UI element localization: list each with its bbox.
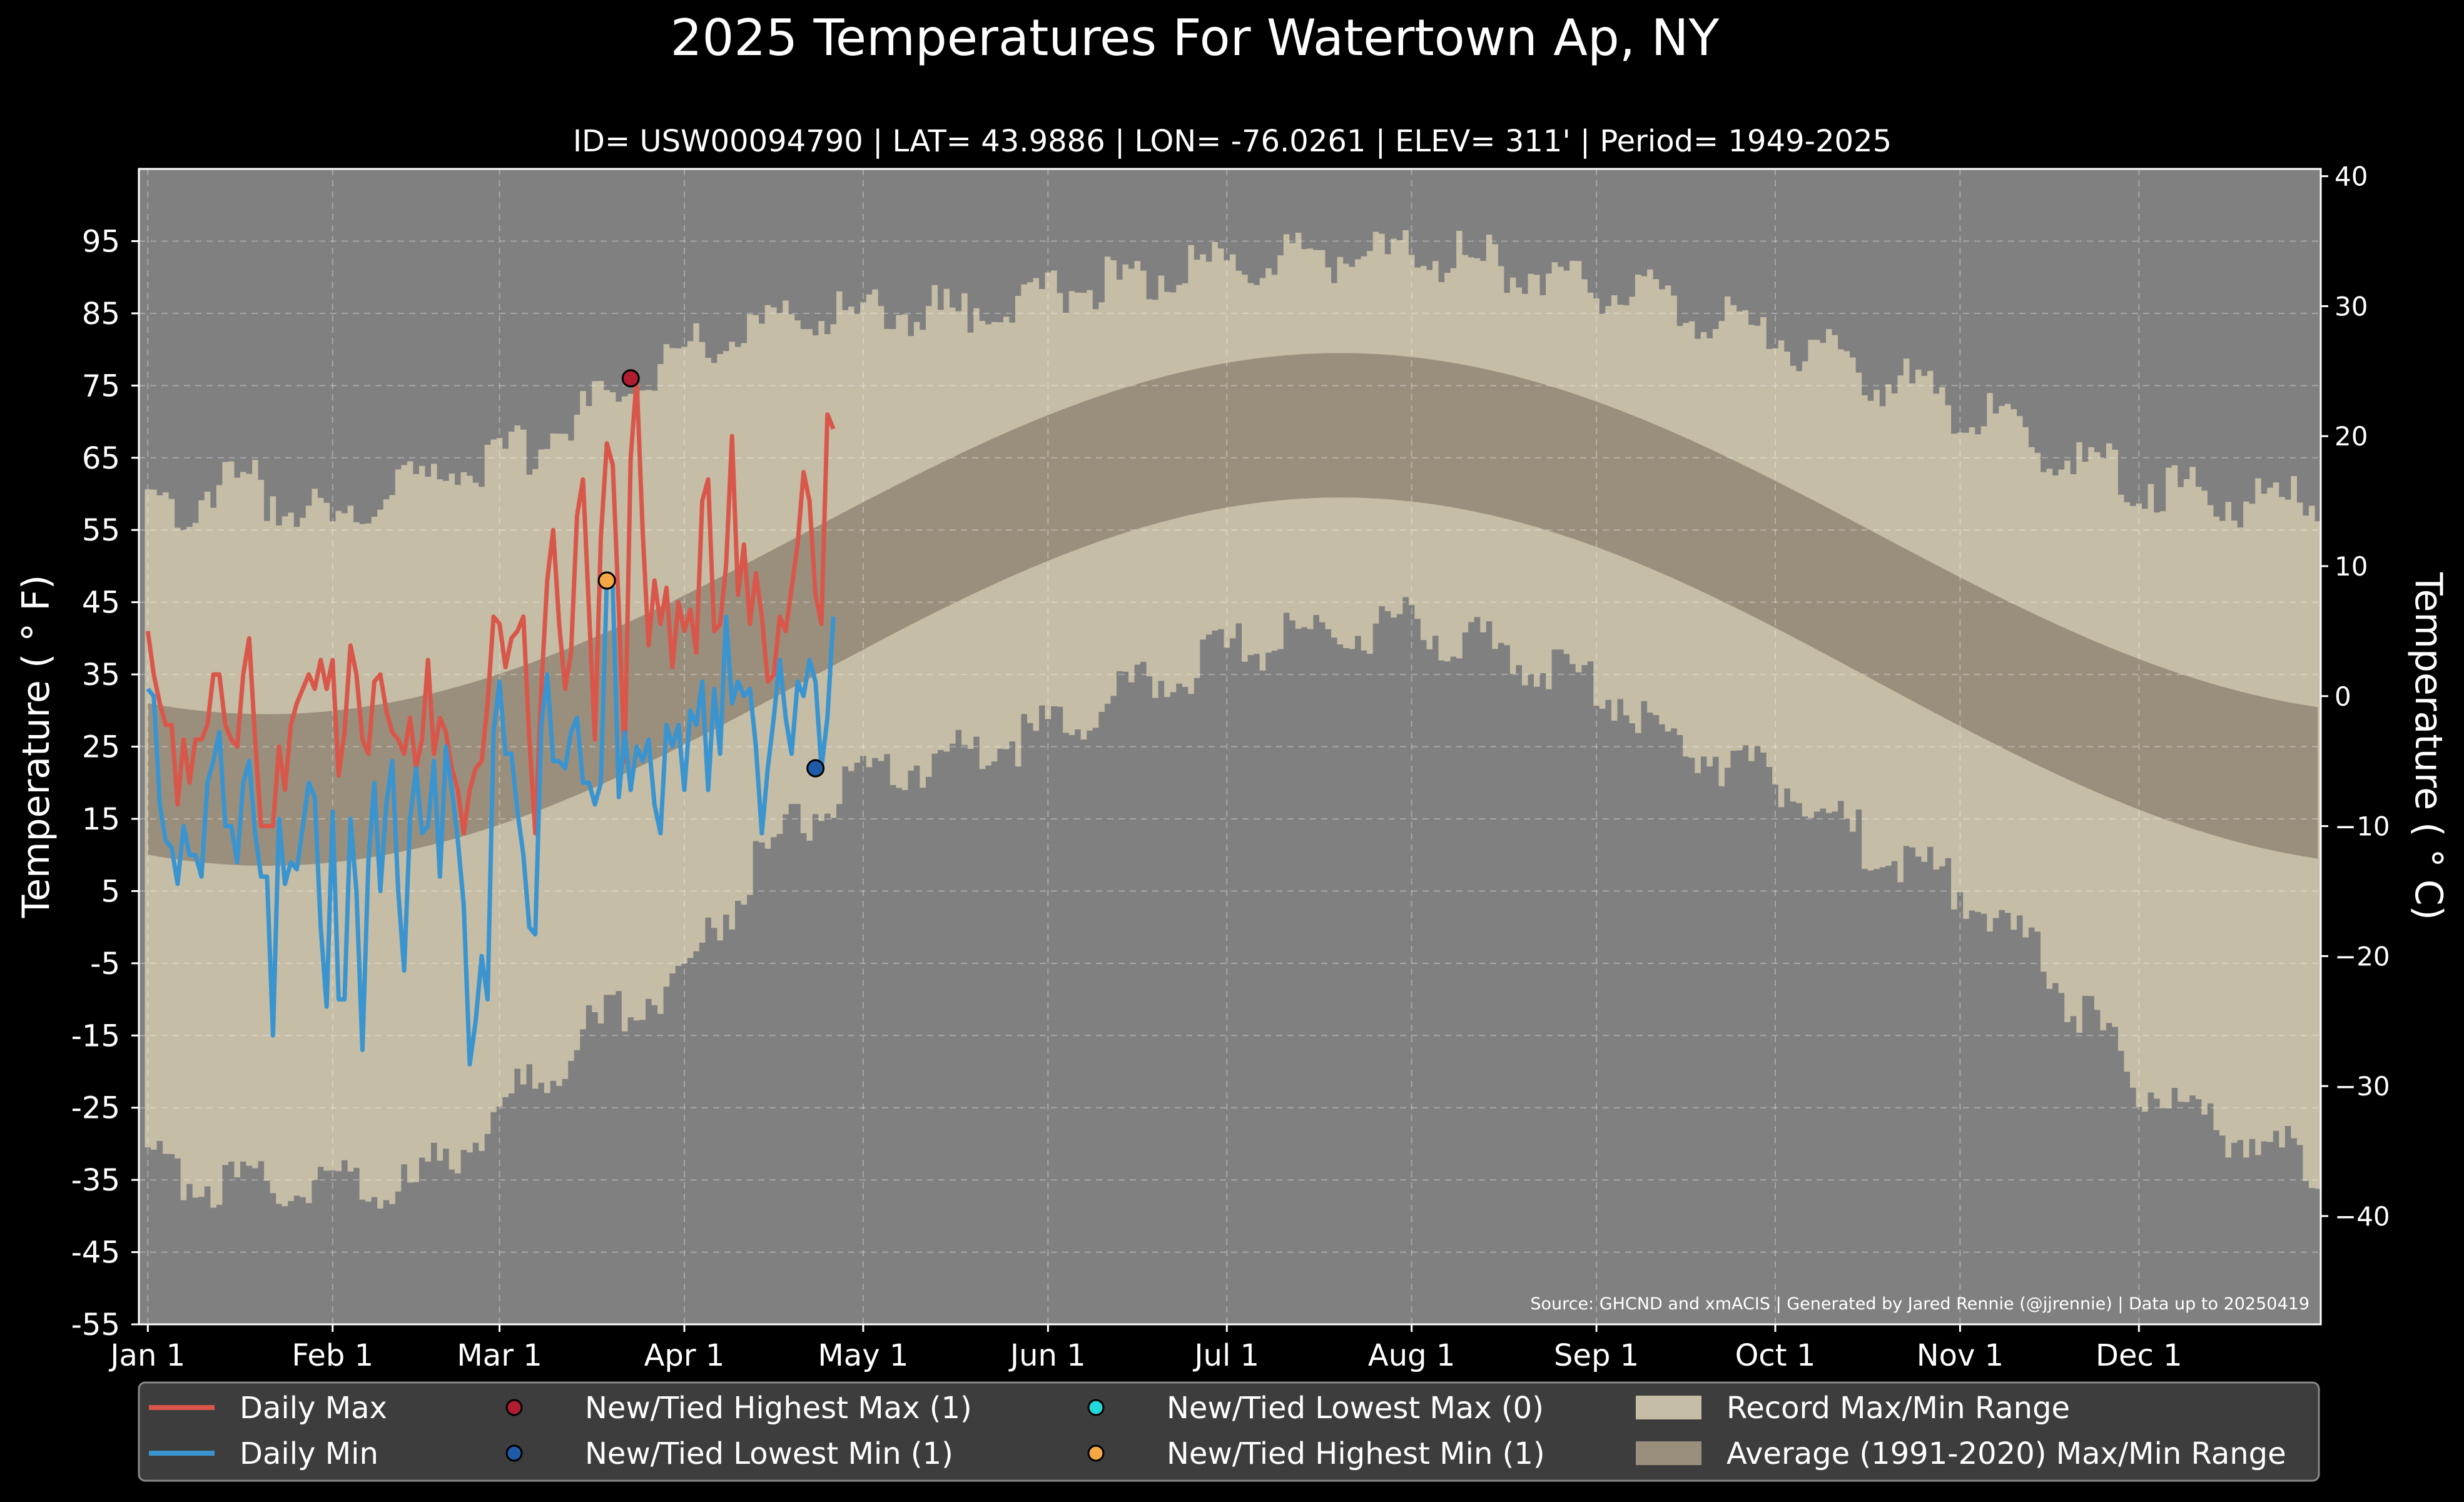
y2-axis-ticks: −40 −30 −20 −10 0 10 20 30 40 [2321, 161, 2390, 1232]
x-tick-label: Mar 1 [457, 1338, 542, 1373]
legend-label: New/Tied Highest Max (1) [585, 1391, 972, 1426]
record-marker [621, 369, 640, 388]
y-tick-label: 95 [82, 224, 120, 259]
y2-tick-label: 20 [2335, 421, 2368, 452]
y2-tick-label: 0 [2335, 681, 2351, 712]
legend-label: Average (1991-2020) Max/Min Range [1726, 1436, 2286, 1471]
x-axis-ticks: Jan 1 Feb 1 Mar 1 Apr 1 May 1 Jun 1 Jul 1 Aug 1… [108, 1324, 2183, 1373]
y-tick-label: -25 [71, 1091, 120, 1126]
legend-dot-swatch [1087, 1399, 1105, 1416]
y-tick-label: -5 [90, 946, 120, 982]
legend-patch-swatch [1636, 1396, 1701, 1419]
legend-box [138, 1381, 2320, 1482]
y-tick-label: -35 [71, 1163, 120, 1198]
y2-tick-label: −20 [2335, 941, 2390, 972]
legend-item: New/Tied Highest Min (1) [1087, 1436, 1545, 1471]
chart-title: 2025 Temperatures For Watertown Ap, NY [671, 9, 1720, 67]
record-marker [597, 571, 616, 590]
y-tick-label: 55 [82, 513, 120, 548]
record-markers [597, 369, 825, 778]
y-tick-label: -15 [71, 1018, 120, 1053]
daily-max-line [145, 376, 836, 836]
chart-subtitle: ID= USW00094790 | LAT= 43.9886 | LON= -7… [573, 124, 1892, 159]
y2-tick-label: 10 [2335, 551, 2368, 582]
daily-min-line [146, 578, 836, 1067]
legend-item: Record Max/Min Range [1636, 1391, 2070, 1426]
x-tick-label: Apr 1 [644, 1338, 725, 1373]
y-tick-label: 75 [82, 368, 120, 403]
legend-label: New/Tied Lowest Min (1) [585, 1436, 953, 1471]
y-tick-label: -45 [71, 1236, 120, 1271]
legend-dot-swatch [505, 1444, 523, 1462]
y2-tick-label: −40 [2335, 1201, 2390, 1232]
y-tick-label: 15 [82, 802, 120, 837]
legend-item: Daily Max [149, 1391, 387, 1426]
y2-tick-label: 40 [2335, 161, 2368, 192]
x-tick-label: Oct 1 [1735, 1338, 1816, 1373]
legend-item: New/Tied Lowest Max (0) [1087, 1391, 1544, 1426]
x-tick-label: Jun 1 [1008, 1338, 1086, 1373]
y2-tick-label: −30 [2335, 1071, 2390, 1102]
legend-label: New/Tied Lowest Max (0) [1167, 1391, 1544, 1426]
legend-item: New/Tied Highest Max (1) [505, 1391, 972, 1426]
y-tick-label: 25 [82, 730, 120, 765]
y2-axis-label: Temperature ( ° C) [2406, 572, 2450, 920]
legend-dot-swatch [505, 1399, 523, 1416]
grid-lines [139, 169, 2321, 1325]
legend: Daily Max Daily Min New/Tied Highest Max (… [138, 1381, 2320, 1482]
x-tick-label: Feb 1 [292, 1338, 373, 1373]
y-tick-label: 85 [82, 297, 120, 332]
y-tick-label: 45 [82, 586, 120, 621]
y2-tick-label: 30 [2335, 291, 2368, 322]
y-axis-label: Temperature ( ° F) [14, 575, 58, 919]
legend-label: New/Tied Highest Min (1) [1167, 1436, 1545, 1471]
legend-label: Record Max/Min Range [1726, 1391, 2070, 1426]
x-tick-label: Dec 1 [2096, 1338, 2183, 1373]
x-tick-label: Aug 1 [1368, 1338, 1456, 1373]
x-tick-label: May 1 [818, 1338, 908, 1373]
y-tick-label: 5 [101, 874, 120, 909]
plot-area [138, 168, 2322, 1326]
record-marker [806, 759, 825, 778]
legend-dot-swatch [1087, 1444, 1105, 1462]
legend-label: Daily Min [240, 1436, 378, 1471]
record-range-band [144, 230, 2321, 1209]
source-note: Source: GHCND and xmACIS | Generated by … [1530, 1294, 2309, 1314]
legend-item: Daily Min [149, 1436, 378, 1471]
legend-item: Average (1991-2020) Max/Min Range [1636, 1436, 2286, 1471]
legend-label: Daily Max [240, 1391, 387, 1426]
y-tick-label: 65 [82, 441, 120, 476]
legend-patch-swatch [1636, 1441, 1701, 1465]
x-tick-label: Jan 1 [108, 1338, 185, 1373]
x-tick-label: Nov 1 [1917, 1338, 2004, 1373]
legend-item: New/Tied Lowest Min (1) [505, 1436, 953, 1471]
y-tick-label: 35 [82, 657, 120, 693]
y-tick-label: -55 [71, 1307, 120, 1342]
x-tick-label: Jul 1 [1192, 1338, 1259, 1373]
y2-tick-label: −10 [2335, 811, 2390, 842]
x-tick-label: Sep 1 [1554, 1338, 1639, 1373]
